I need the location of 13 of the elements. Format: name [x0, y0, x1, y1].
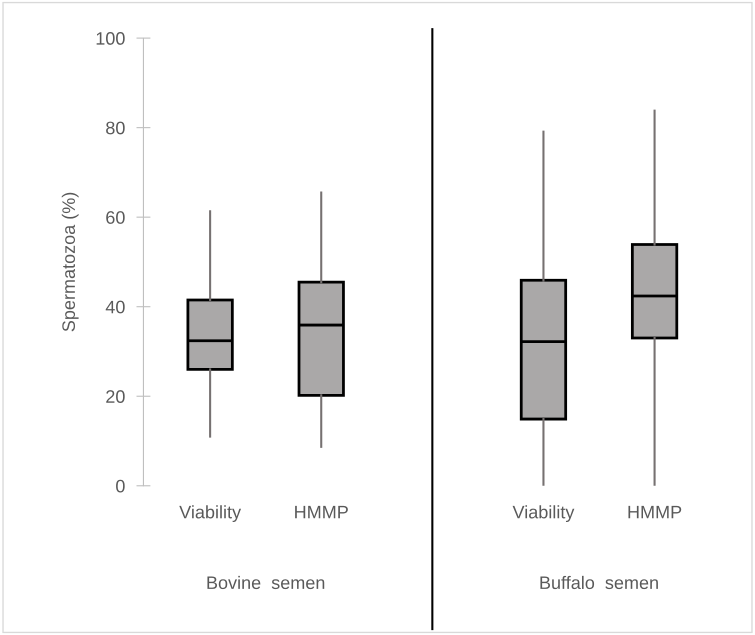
y-tick-label: 40 [106, 300, 125, 314]
x-tick-label: Viability [179, 505, 242, 522]
y-axis-title: Spermatozoa (%) [62, 192, 79, 332]
text: Buffalo semen [540, 576, 658, 590]
y-tick-label: 100 [96, 32, 125, 45]
x-tick-label: HMMP [295, 506, 348, 518]
x-tick-label: HMMP [628, 506, 682, 518]
y-tick-label: 20 [106, 390, 125, 403]
y-tick-label: 80 [106, 122, 125, 134]
y-tick-label: 0 [116, 480, 125, 492]
x-tick-label: Viability [512, 505, 574, 522]
text: Bovine semen [207, 576, 324, 590]
y-tick-label: 60 [106, 211, 125, 224]
